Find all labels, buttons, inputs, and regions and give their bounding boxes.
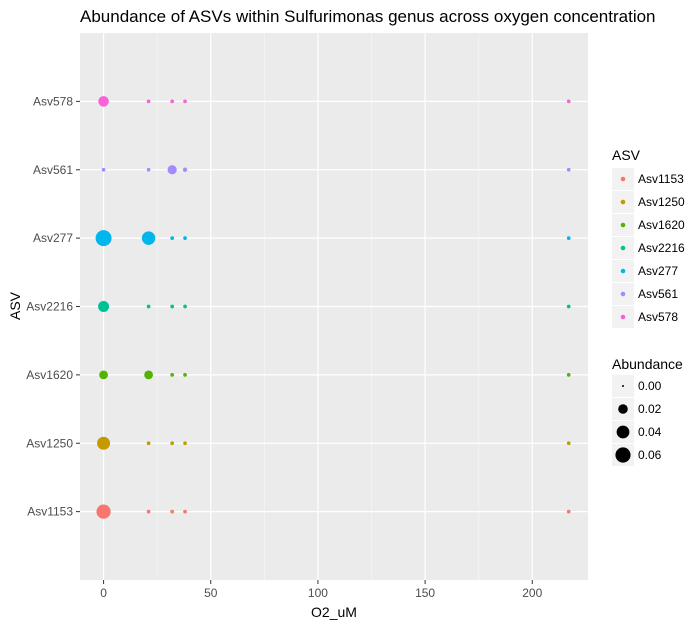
data-point [146, 167, 151, 172]
legend-key [620, 245, 626, 251]
data-point [141, 231, 156, 245]
legend-key [620, 222, 626, 228]
legend-key [618, 404, 628, 414]
data-point [182, 167, 188, 172]
legend-label: Asv277 [638, 264, 678, 278]
legend-asv: ASV Asv1153 Asv1250 Asv1620 Asv2216 Asv277 Asv… [612, 147, 685, 328]
data-point [170, 509, 175, 514]
legend-label: 0.02 [638, 402, 662, 416]
x-axis: 0 50 100 150 200 [100, 580, 543, 600]
x-tick-label: 150 [415, 586, 435, 600]
data-point [146, 441, 151, 446]
legend-key [620, 314, 626, 320]
legend-asv-title: ASV [612, 147, 641, 163]
y-tick-label: Asv578 [33, 94, 73, 108]
data-point [183, 441, 187, 446]
legend-label: 0.04 [638, 425, 662, 439]
legend-key [615, 447, 631, 463]
legend-abundance: Abundance 0.00 0.02 0.04 0.06 [612, 356, 683, 466]
data-point [183, 99, 187, 104]
x-tick-label: 200 [522, 586, 542, 600]
y-tick-label: Asv2216 [26, 300, 73, 314]
legend-label: Asv2216 [638, 241, 685, 255]
data-point [566, 99, 571, 104]
y-tick-label: Asv1250 [26, 436, 73, 450]
legend-label: Asv561 [638, 287, 678, 301]
legend-key [620, 199, 626, 205]
data-point [183, 509, 187, 514]
data-point [566, 167, 571, 172]
x-axis-title: O2_uM [311, 604, 357, 620]
legend-key [622, 385, 624, 387]
data-point [566, 304, 571, 309]
legend-abundance-title: Abundance [612, 356, 683, 372]
gridlines [80, 33, 588, 580]
legend-label: 0.06 [638, 448, 662, 462]
data-point [566, 236, 571, 240]
y-tick-label: Asv1153 [27, 505, 73, 519]
x-tick-label: 50 [204, 586, 218, 600]
data-point [170, 441, 175, 446]
data-points [95, 96, 571, 519]
legend-key [620, 176, 626, 182]
y-axis: Asv1153 Asv1250 Asv1620 Asv2216 Asv277 Asv561… [26, 94, 80, 519]
legend-key [620, 268, 626, 274]
x-tick-label: 100 [308, 586, 328, 600]
data-point [96, 504, 111, 519]
data-point [566, 441, 571, 446]
legend-label: Asv1620 [638, 218, 685, 232]
data-point [146, 304, 151, 309]
data-point [97, 436, 111, 450]
data-point [170, 236, 175, 240]
data-point [183, 304, 187, 309]
data-point [566, 373, 571, 377]
legend-label: 0.00 [638, 379, 662, 393]
data-point [101, 167, 106, 172]
y-tick-label: Asv277 [33, 231, 73, 245]
legend-label: Asv578 [638, 310, 678, 324]
data-point [170, 99, 175, 104]
data-point [183, 373, 187, 377]
data-point [98, 301, 110, 312]
chart-title: Abundance of ASVs within Sulfurimonas ge… [80, 7, 656, 26]
data-point [566, 509, 571, 514]
y-tick-label: Asv561 [33, 163, 73, 177]
data-point [144, 370, 153, 380]
legend-label: Asv1250 [638, 195, 685, 209]
data-point [170, 373, 175, 377]
data-point [170, 304, 175, 309]
data-point [98, 96, 109, 107]
legend-key [620, 291, 626, 297]
data-point [146, 509, 151, 514]
data-point [146, 99, 151, 104]
data-point [183, 236, 187, 240]
y-axis-title: ASV [7, 291, 23, 320]
data-point [99, 370, 108, 380]
x-tick-label: 0 [100, 586, 107, 600]
legend-key [616, 425, 630, 439]
data-point [95, 230, 112, 247]
data-point [167, 165, 177, 175]
y-tick-label: Asv1620 [26, 368, 73, 382]
legend-label: Asv1153 [638, 172, 684, 186]
